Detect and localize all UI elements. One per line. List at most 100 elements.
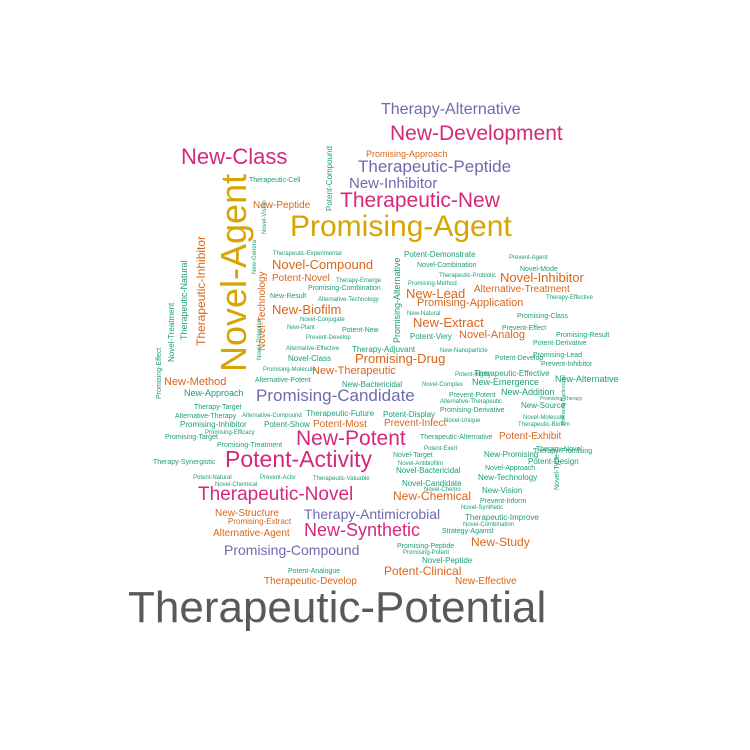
word-new-extract-18: New-Extract xyxy=(413,315,484,330)
word-therapeutic-develop-38: Therapeutic-Develop xyxy=(264,576,357,587)
word-novel-chemo-122: Novel-Chemo xyxy=(424,487,461,493)
word-therapeutic-potential-0: Therapeutic-Potential xyxy=(128,583,547,632)
word-alternative-agent-37: Alternative-Agent xyxy=(213,528,290,539)
word-promising-alternative-47: Promising-Alternative xyxy=(392,257,402,343)
word-therapeutic-new-4: Therapeutic-New xyxy=(340,189,500,212)
word-potent-compound-43: Potent-Compound xyxy=(325,146,334,211)
word-promising-derivative-93: Promising-Derivative xyxy=(440,407,505,414)
word-promising-molecule-79: Promising-Molecule xyxy=(263,367,316,373)
word-therapy-effective-60: Therapy-Effective xyxy=(546,295,593,301)
word-potent-design-111: Potent-Design xyxy=(528,457,579,466)
word-therapeutic-improve-126: Therapeutic-Improve xyxy=(465,513,539,522)
word-prevent-infect-34: Prevent-Infect xyxy=(384,418,447,429)
word-promising-lead-75: Promising-Lead xyxy=(533,352,583,359)
word-therapeutic-biofilm-101: Therapeutic-Biofilm xyxy=(518,422,570,428)
word-therapeutic-alternative-105: Therapeutic-Alternative xyxy=(420,434,493,441)
word-new-alternative-82: New-Alternative xyxy=(555,374,619,384)
word-therapeutic-natural-44: Therapeutic-Natural xyxy=(179,260,189,340)
word-novel-treatment-45: Novel-Treatment xyxy=(167,302,176,362)
word-promising-method-57: Promising-Method xyxy=(408,281,457,287)
word-prevent-develop-68: Prevent-Develop xyxy=(306,335,351,341)
word-novel-compound-16: Novel-Compound xyxy=(272,257,374,272)
word-therapeutic-probiotic-54: Therapeutic-Probiotic xyxy=(439,273,497,279)
word-alternative-effective-72: Alternative-Effective xyxy=(286,346,340,352)
word-promising-agent-2: Promising-Agent xyxy=(290,210,512,243)
word-alternative-therapeutic-90: Alternative-Therapeutic xyxy=(440,399,503,405)
word-new-result-58: New-Result xyxy=(270,293,307,300)
word-new-emergence-86: New-Emergence xyxy=(472,377,540,387)
word-novel-agent-1: Novel-Agent xyxy=(213,173,254,372)
word-therapy-synergistic-112: Therapy-Synergistic xyxy=(153,459,216,466)
word-therapeutic-effective-81: Therapeutic-Effective xyxy=(474,369,550,378)
word-potent-activity-5: Potent-Activity xyxy=(225,446,372,472)
word-new-class-6: New-Class xyxy=(181,144,288,169)
word-prevent-activ-118: Prevent-Activ xyxy=(260,475,296,481)
word-novel-potential-71: Novel-Potential xyxy=(257,319,263,360)
word-alternative-therapy-94: Alternative-Therapy xyxy=(175,413,237,420)
word-new-biofilm-21: New-Biofilm xyxy=(272,302,342,317)
word-potent-display-97: Potent-Display xyxy=(383,410,436,419)
word-novel-type-135: Novel-Type xyxy=(554,454,561,490)
word-therapy-target-92: Therapy-Target xyxy=(194,404,242,411)
word-strategy-against-128: Strategy-Against xyxy=(442,528,494,535)
word-potent-very-69: Potent-Very xyxy=(410,332,452,341)
word-novel-approach-114: Novel-Approach xyxy=(485,465,536,472)
word-therapy-promising-110: Therapy-Promising xyxy=(533,448,593,455)
word-novel-molecule-100: Novel-Molecule xyxy=(523,415,565,421)
word-new-natural-61: New-Natural xyxy=(407,311,441,317)
word-new-inhibitor-11: New-Inhibitor xyxy=(349,175,438,192)
word-therapeutic-novel-8: Therapeutic-Novel xyxy=(198,484,354,505)
word-new-vision-123: New-Vision xyxy=(482,486,523,495)
word-novel-mode-53: Novel-Mode xyxy=(520,266,558,273)
word-novel-synthetic-125: Novel-Synthetic xyxy=(461,505,504,511)
word-novel-bactericidal-115: Novel-Bactericidal xyxy=(396,466,461,475)
word-promising-compound-14: Promising-Compound xyxy=(224,542,360,558)
word-novel-inhibitor-17: Novel-Inhibitor xyxy=(500,270,584,285)
word-therapy-emerge-55: Therapy-Emerge xyxy=(336,278,382,284)
word-therapeutic-experimental-49: Therapeutic-Experimental xyxy=(273,251,342,257)
word-therapeutic-inhibitor-29: Therapeutic-Inhibitor xyxy=(194,235,208,346)
word-therapy-alternative-9: Therapy-Alternative xyxy=(381,101,521,118)
word-therapeutic-valuable-119: Therapeutic-Valuable xyxy=(313,476,370,482)
word-promising-approach-40: Promising-Approach xyxy=(366,149,448,159)
word-therapeutic-future-96: Therapeutic-Future xyxy=(306,409,375,418)
word-new-approach-87: New-Approach xyxy=(184,388,244,398)
word-novel-target-108: Novel-Target xyxy=(393,452,433,459)
word-novel-unique-137: Novel-Unique xyxy=(444,418,481,424)
word-promising-effect-46: Promising-Effect xyxy=(156,347,163,399)
word-novel-chemical-121: Novel-Chemical xyxy=(215,482,258,488)
word-promising-extract-42: Promising-Extract xyxy=(228,517,292,526)
word-potent-demonstrate-50: Potent-Demonstrate xyxy=(404,250,476,259)
word-promising-drug-19: Promising-Drug xyxy=(355,351,446,366)
word-new-promising-109: New-Promising xyxy=(484,450,539,459)
word-therapeutic-peptide-10: Therapeutic-Peptide xyxy=(358,157,512,176)
word-prevent-inform-124: Prevent-Inform xyxy=(480,498,527,505)
word-new-bactericidal-84: New-Bactericidal xyxy=(342,380,403,389)
word-prevent-effect-64: Prevent-Effect xyxy=(502,325,547,332)
word-promising-combination-56: Promising-Combination xyxy=(308,285,381,292)
word-novel-combination-127: Novel-Combination xyxy=(463,522,515,528)
word-potent-natural-117: Potent-Natural xyxy=(193,475,232,481)
word-potent-analogue-131: Potent-Analogue xyxy=(288,568,341,575)
word-novel-complex-85: Novel-Complex xyxy=(422,382,464,388)
word-therapy-antimicrobial-15: Therapy-Antimicrobial xyxy=(304,506,441,522)
word-potent-derivative-70: Potent-Derivative xyxy=(533,340,587,347)
word-prevent-agent-51: Prevent-Agent xyxy=(509,255,548,261)
word-promising-inhibitor-98: Promising-Inhibitor xyxy=(180,420,247,429)
word-therapy-adjuvant-73: Therapy-Adjuvant xyxy=(352,345,416,354)
word-promising-application-25: Promising-Application xyxy=(417,297,524,309)
word-potent-highly-80: Potent-Highly xyxy=(455,372,492,378)
word-alternative-compound-95: Alternative-Compound xyxy=(242,413,302,419)
word-new-addition-89: New-Addition xyxy=(501,387,555,397)
word-new-source-138: New-Source xyxy=(521,401,566,410)
word-potent-exert-107: Potent-Exert xyxy=(424,446,458,452)
word-new-synthetic-13: New-Synthetic xyxy=(304,520,421,540)
word-novel-candidate-120: Novel-Candidate xyxy=(402,479,462,488)
word-new-therapeutic-27: New-Therapeutic xyxy=(312,365,396,377)
word-potent-exhibit-35: Potent-Exhibit xyxy=(499,431,562,442)
word-new-lead-20: New-Lead xyxy=(406,286,466,301)
word-new-study-23: New-Study xyxy=(471,535,530,549)
word-new-chemical-22: New-Chemical xyxy=(393,489,472,503)
word-novel-antibiofilm-113: Novel-Antibiofilm xyxy=(398,461,444,467)
